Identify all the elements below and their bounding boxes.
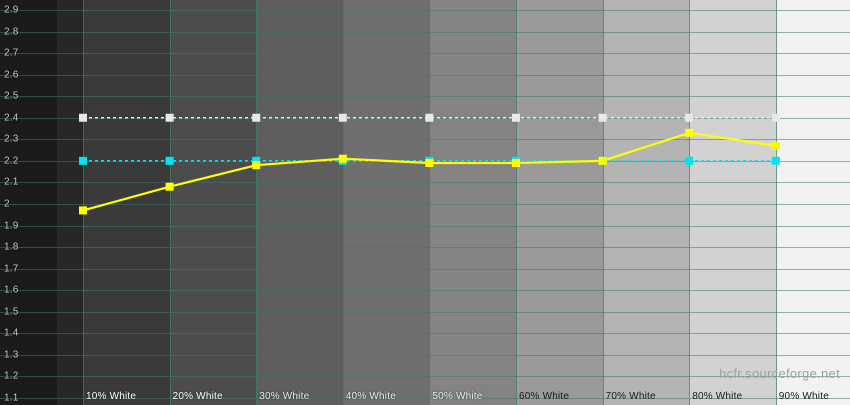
series-marker xyxy=(79,206,87,215)
series-marker xyxy=(425,113,434,122)
gradient-step xyxy=(342,0,430,405)
gradient-step xyxy=(429,0,516,405)
series-marker xyxy=(252,161,261,170)
series-line xyxy=(82,131,776,212)
series-marker xyxy=(685,113,694,122)
series-marker xyxy=(165,182,174,191)
gradient-step xyxy=(256,0,343,405)
series-marker xyxy=(512,113,520,122)
series-marker xyxy=(338,154,347,163)
gradient-step xyxy=(169,0,257,405)
series-marker xyxy=(685,156,694,165)
gradient-step xyxy=(83,0,170,405)
series-marker xyxy=(598,113,607,122)
gradient-step xyxy=(602,0,690,405)
series-marker xyxy=(165,113,174,122)
watermark-label: hcfr.sourceforge.net xyxy=(719,366,840,381)
gradient-step xyxy=(515,0,603,405)
gradient-step xyxy=(689,0,776,405)
series-marker xyxy=(165,156,174,165)
series-marker xyxy=(79,156,87,165)
series-marker xyxy=(425,159,434,168)
series-marker xyxy=(79,113,87,122)
series-marker xyxy=(685,128,694,137)
series-marker xyxy=(252,156,261,165)
series-marker xyxy=(598,156,607,165)
series-marker xyxy=(771,156,780,165)
axis-gutter xyxy=(0,0,57,405)
series-marker xyxy=(252,113,261,122)
series-marker xyxy=(338,113,347,122)
gradient-step xyxy=(775,0,850,405)
series-marker xyxy=(512,159,520,168)
series-marker xyxy=(771,113,780,122)
series-marker xyxy=(771,141,780,150)
